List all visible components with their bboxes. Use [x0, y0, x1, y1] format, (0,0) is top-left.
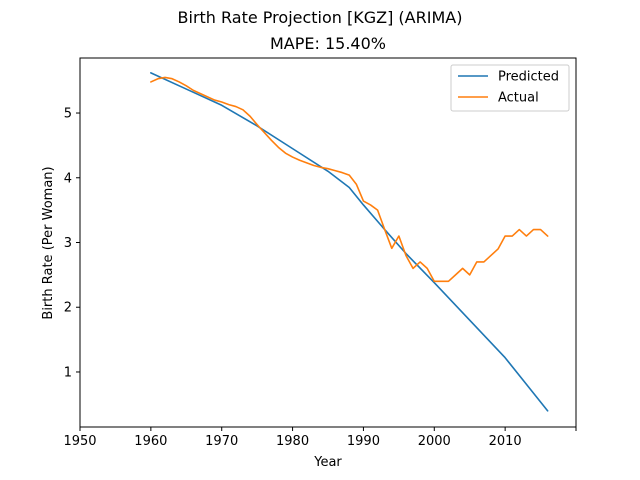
- x-tick-label: 1980: [276, 434, 309, 449]
- x-tick-label: 2010: [489, 434, 522, 449]
- y-tick-label: 2: [64, 301, 72, 316]
- y-tick-label: 4: [64, 171, 72, 186]
- y-axis-label: Birth Rate (Per Woman): [41, 166, 56, 319]
- y-tick-label: 1: [64, 365, 72, 380]
- x-tick-label: 1960: [134, 434, 167, 449]
- x-tick-label: 2000: [418, 434, 451, 449]
- series-line-actual: [150, 76, 549, 283]
- y-axis: 1 2 3 4 5: [64, 107, 80, 380]
- chart-title: Birth Rate Projection [KGZ] (ARIMA): [178, 8, 463, 27]
- chart-subtitle: MAPE: 15.40%: [270, 34, 386, 53]
- legend-label-actual: Actual: [498, 91, 539, 106]
- legend-label-predicted: Predicted: [498, 70, 559, 85]
- x-axis: 1950 1960 1970 1980 1990 2000 2010: [63, 427, 577, 449]
- x-tick-label: 1990: [347, 434, 380, 449]
- y-tick-label: 5: [64, 107, 72, 122]
- y-tick-label: 3: [64, 236, 72, 251]
- x-tick-label: 1970: [205, 434, 238, 449]
- x-axis-label: Year: [313, 455, 342, 470]
- plot-area: [150, 72, 549, 412]
- legend: Predicted Actual: [450, 64, 570, 112]
- series-line-predicted: [150, 72, 549, 412]
- x-tick-label: 1950: [63, 434, 96, 449]
